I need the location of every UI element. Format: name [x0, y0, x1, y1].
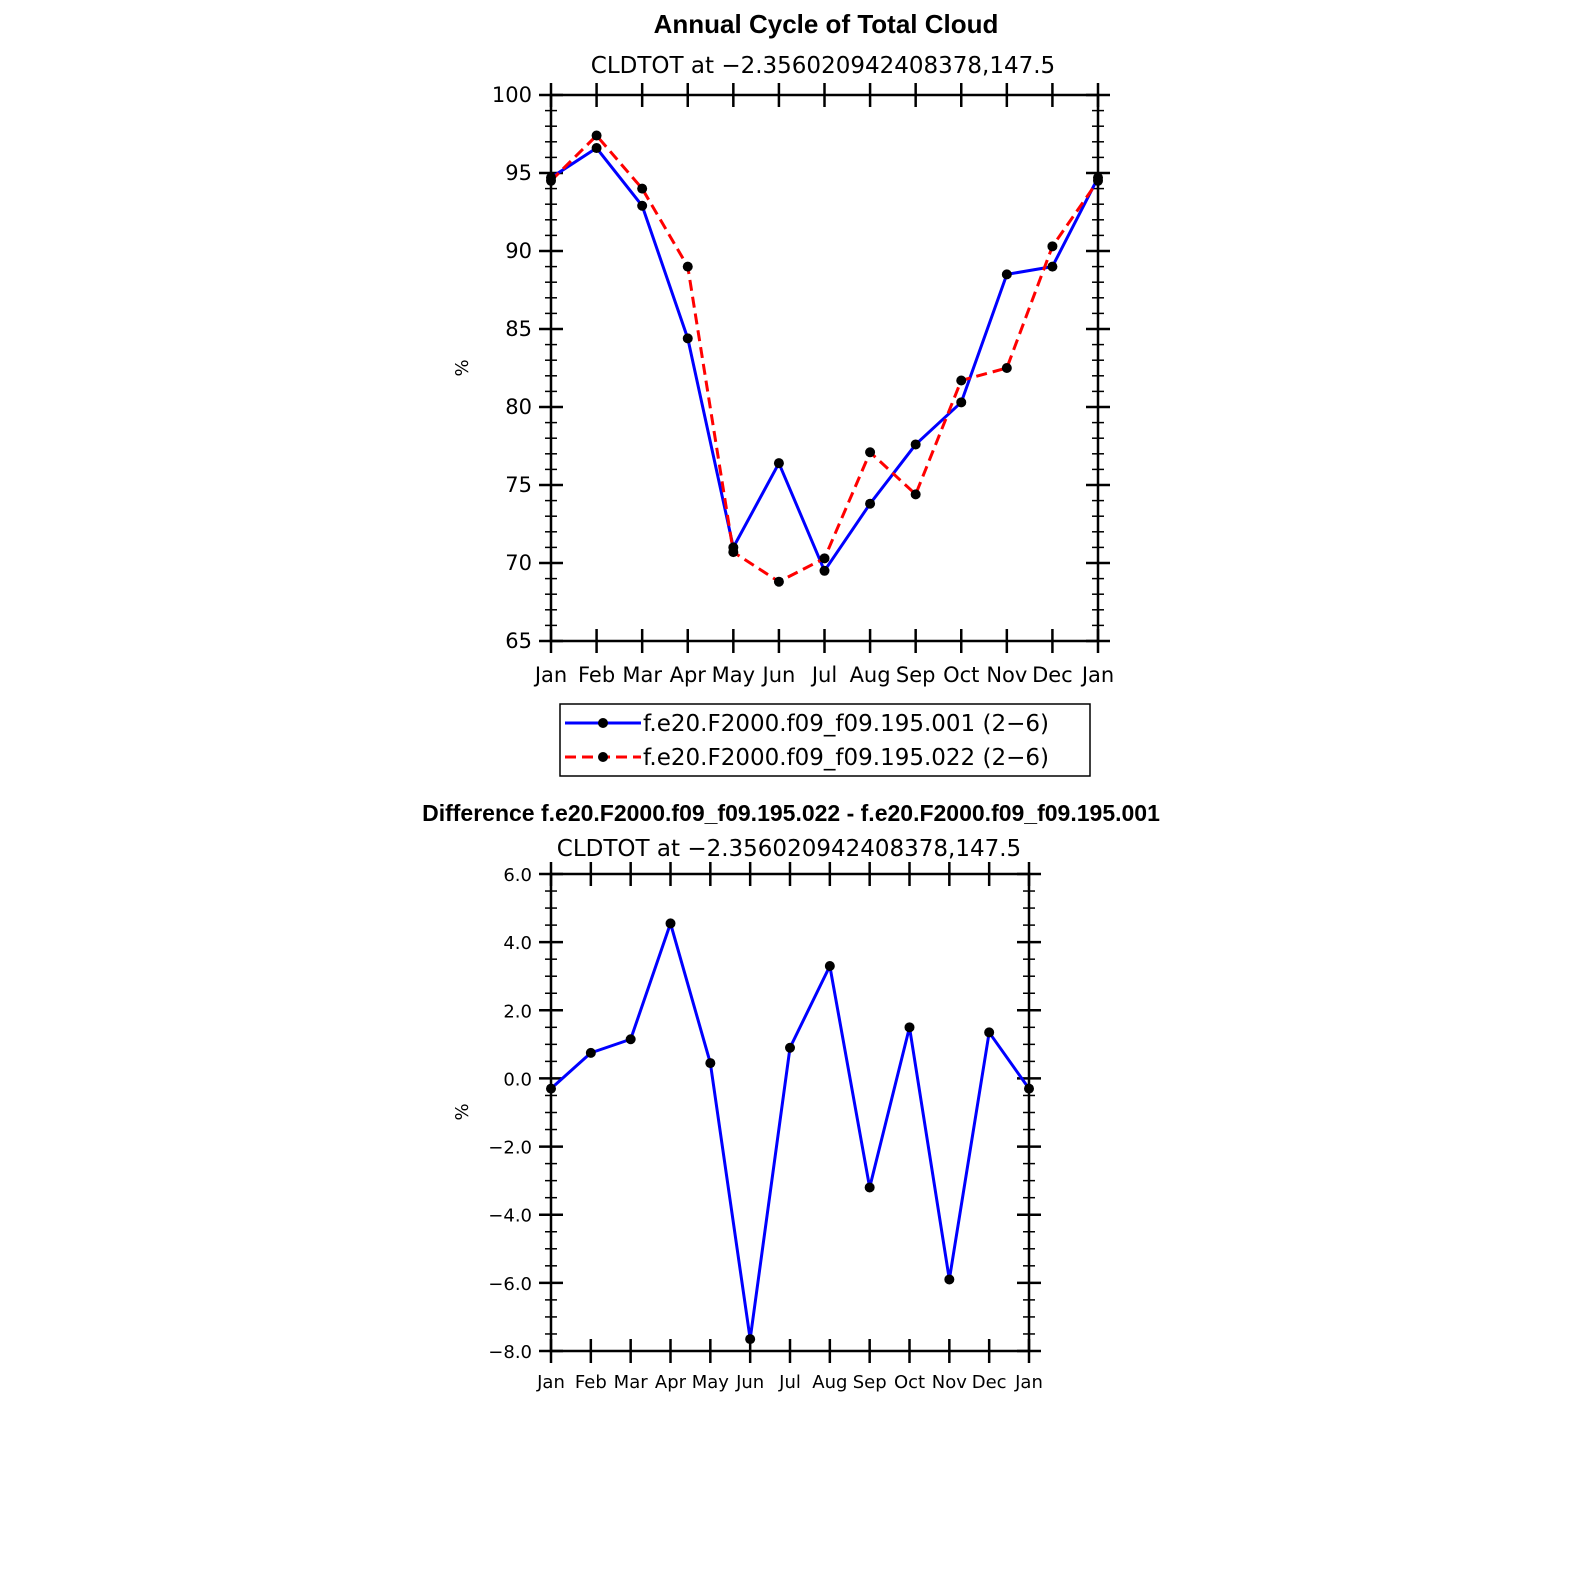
- chart2-series-1-point: [665, 918, 676, 929]
- chart2-series-1-point: [585, 1047, 596, 1058]
- chart2-series-1-point: [984, 1027, 995, 1038]
- chart2-series-1-point: [864, 1182, 875, 1193]
- chart1-ytick-label: 90: [505, 239, 532, 263]
- chart2-xtick-label: Dec: [972, 1372, 1007, 1393]
- chart1-xtick-label: Mar: [622, 663, 662, 687]
- chart1-series-1-point: [1001, 269, 1012, 280]
- chart1-series-2-point: [910, 489, 921, 500]
- chart2-xtick-label: Jun: [735, 1372, 764, 1393]
- chart1-plot: 65 70 75 80 85 90 95 100 Jan Feb Mar Apr May Jun Jul Au…: [492, 83, 1114, 687]
- chart1-series-2-point: [728, 547, 739, 558]
- chart2-ytick-label: −6.0: [488, 1274, 532, 1295]
- chart2-plot: −8.0 −6.0 −4.0 −2.0 0.0 2.0 4.0 6.0 Jan Feb Mar Apr…: [488, 862, 1043, 1393]
- legend-marker-series1: [598, 718, 608, 728]
- chart2-xtick-label: Feb: [575, 1372, 607, 1393]
- chart1-ytick-label: 85: [505, 317, 532, 341]
- chart2-xtick-label: Nov: [932, 1372, 967, 1393]
- chart2-series-1-point: [944, 1274, 955, 1285]
- chart1-ytick-label: 70: [505, 551, 532, 575]
- chart1-xtick-label: May: [712, 663, 755, 687]
- chart2-series-1-point: [1024, 1083, 1034, 1094]
- chart1-series-2-point: [956, 375, 967, 386]
- chart2-ytick-label: 4.0: [503, 933, 532, 954]
- chart1-xtick-label: Apr: [670, 663, 707, 687]
- chart2-series-1-point: [546, 1083, 556, 1094]
- chart1-series-2-point: [1093, 175, 1103, 186]
- chart1-xtick-label: Jan: [533, 663, 567, 687]
- chart2-ylabel: %: [452, 1103, 473, 1120]
- legend-marker-series2: [598, 752, 608, 762]
- chart2-xtick-label: Jan: [1014, 1372, 1043, 1393]
- chart1-ytick-label: 75: [505, 473, 532, 497]
- chart2-ytick-label: 6.0: [503, 865, 532, 886]
- chart1-series-1-point: [1047, 261, 1058, 272]
- chart1-xtick-label: Jul: [810, 663, 837, 687]
- chart1-ylabel: %: [452, 359, 473, 376]
- chart2-xtick-label: Oct: [894, 1372, 925, 1393]
- chart1-series-2-point: [1001, 363, 1012, 373]
- chart2-series-1-point: [745, 1334, 756, 1345]
- chart1-series-1-point: [819, 565, 830, 576]
- chart1-ytick-label: 80: [505, 395, 532, 419]
- chart2-series-1-point: [824, 960, 835, 971]
- chart2-xtick-label: Sep: [853, 1372, 887, 1393]
- chart1-series-1-point: [682, 333, 693, 344]
- chart1-series-2-point: [546, 175, 556, 186]
- chart2-series-1-point: [705, 1058, 716, 1069]
- chart2-ytick-label: 0.0: [503, 1069, 532, 1090]
- chart1-series-1-point: [956, 397, 967, 408]
- chart1-xtick-label: Jan: [1080, 663, 1114, 687]
- chart1-ytick-label: 95: [505, 161, 532, 185]
- chart1-series-1-point: [865, 498, 876, 509]
- chart1-title: Annual Cycle of Total Cloud: [654, 9, 999, 39]
- chart1-series-1-point: [591, 143, 602, 154]
- chart1-xtick-label: Feb: [578, 663, 615, 687]
- chart1-series-2-point: [591, 130, 602, 141]
- legend-box: [559, 703, 1091, 777]
- chart2-xtick-label: May: [692, 1372, 730, 1393]
- chart2-title: Difference f.e20.F2000.f09_f09.195.022 -…: [422, 800, 1160, 826]
- legend-label-series2: f.e20.F2000.f09_f09.195.022 (2−6): [643, 745, 1049, 771]
- chart1-xtick-label: Nov: [986, 663, 1027, 687]
- chart1-series-2-point: [773, 576, 784, 587]
- chart2-series-1-point: [785, 1042, 795, 1053]
- chart1-xtick-label: Dec: [1032, 663, 1073, 687]
- chart2-xtick-label: Apr: [655, 1372, 687, 1393]
- chart1-series-2-point: [682, 261, 693, 272]
- chart1-xtick-label: Oct: [943, 663, 979, 687]
- chart1-xtick-label: Jun: [761, 663, 796, 687]
- chart1-series-1-point: [910, 439, 921, 450]
- chart2-xtick-label: Mar: [614, 1372, 649, 1393]
- chart1-series-1-point: [637, 200, 648, 211]
- legend-label-series1: f.e20.F2000.f09_f09.195.001 (2−6): [643, 711, 1049, 737]
- chart2-series-1-point: [625, 1034, 636, 1045]
- chart1-ytick-label: 100: [492, 83, 532, 107]
- chart2-xtick-label: Jan: [536, 1372, 565, 1393]
- chart1-series-2-point: [637, 183, 648, 194]
- chart2-subtitle: CLDTOT at −2.356020942408378,147.5: [557, 836, 1021, 862]
- chart1-legend: f.e20.F2000.f09_f09.195.001 (2−6) f.e20.…: [559, 703, 1091, 777]
- chart2-series-1-point: [904, 1022, 915, 1033]
- chart1-series-2-point: [1047, 241, 1058, 252]
- chart1-xtick-label: Aug: [850, 663, 891, 687]
- chart1-subtitle: CLDTOT at −2.356020942408378,147.5: [591, 53, 1055, 79]
- chart1-ytick-label: 65: [505, 629, 532, 653]
- chart2-ytick-label: 2.0: [503, 1001, 532, 1022]
- chart2-ytick-label: −2.0: [488, 1138, 532, 1159]
- chart1-series-2-point: [865, 447, 876, 458]
- chart1-xtick-label: Sep: [896, 663, 936, 687]
- chart1-series-2-point: [819, 553, 830, 564]
- chart2-ytick-label: −4.0: [488, 1206, 532, 1227]
- chart2-xtick-label: Aug: [812, 1372, 847, 1393]
- chart2-xtick-label: Jul: [778, 1372, 801, 1393]
- chart1-series-1-point: [773, 458, 784, 469]
- chart2-ytick-label: −8.0: [488, 1342, 532, 1363]
